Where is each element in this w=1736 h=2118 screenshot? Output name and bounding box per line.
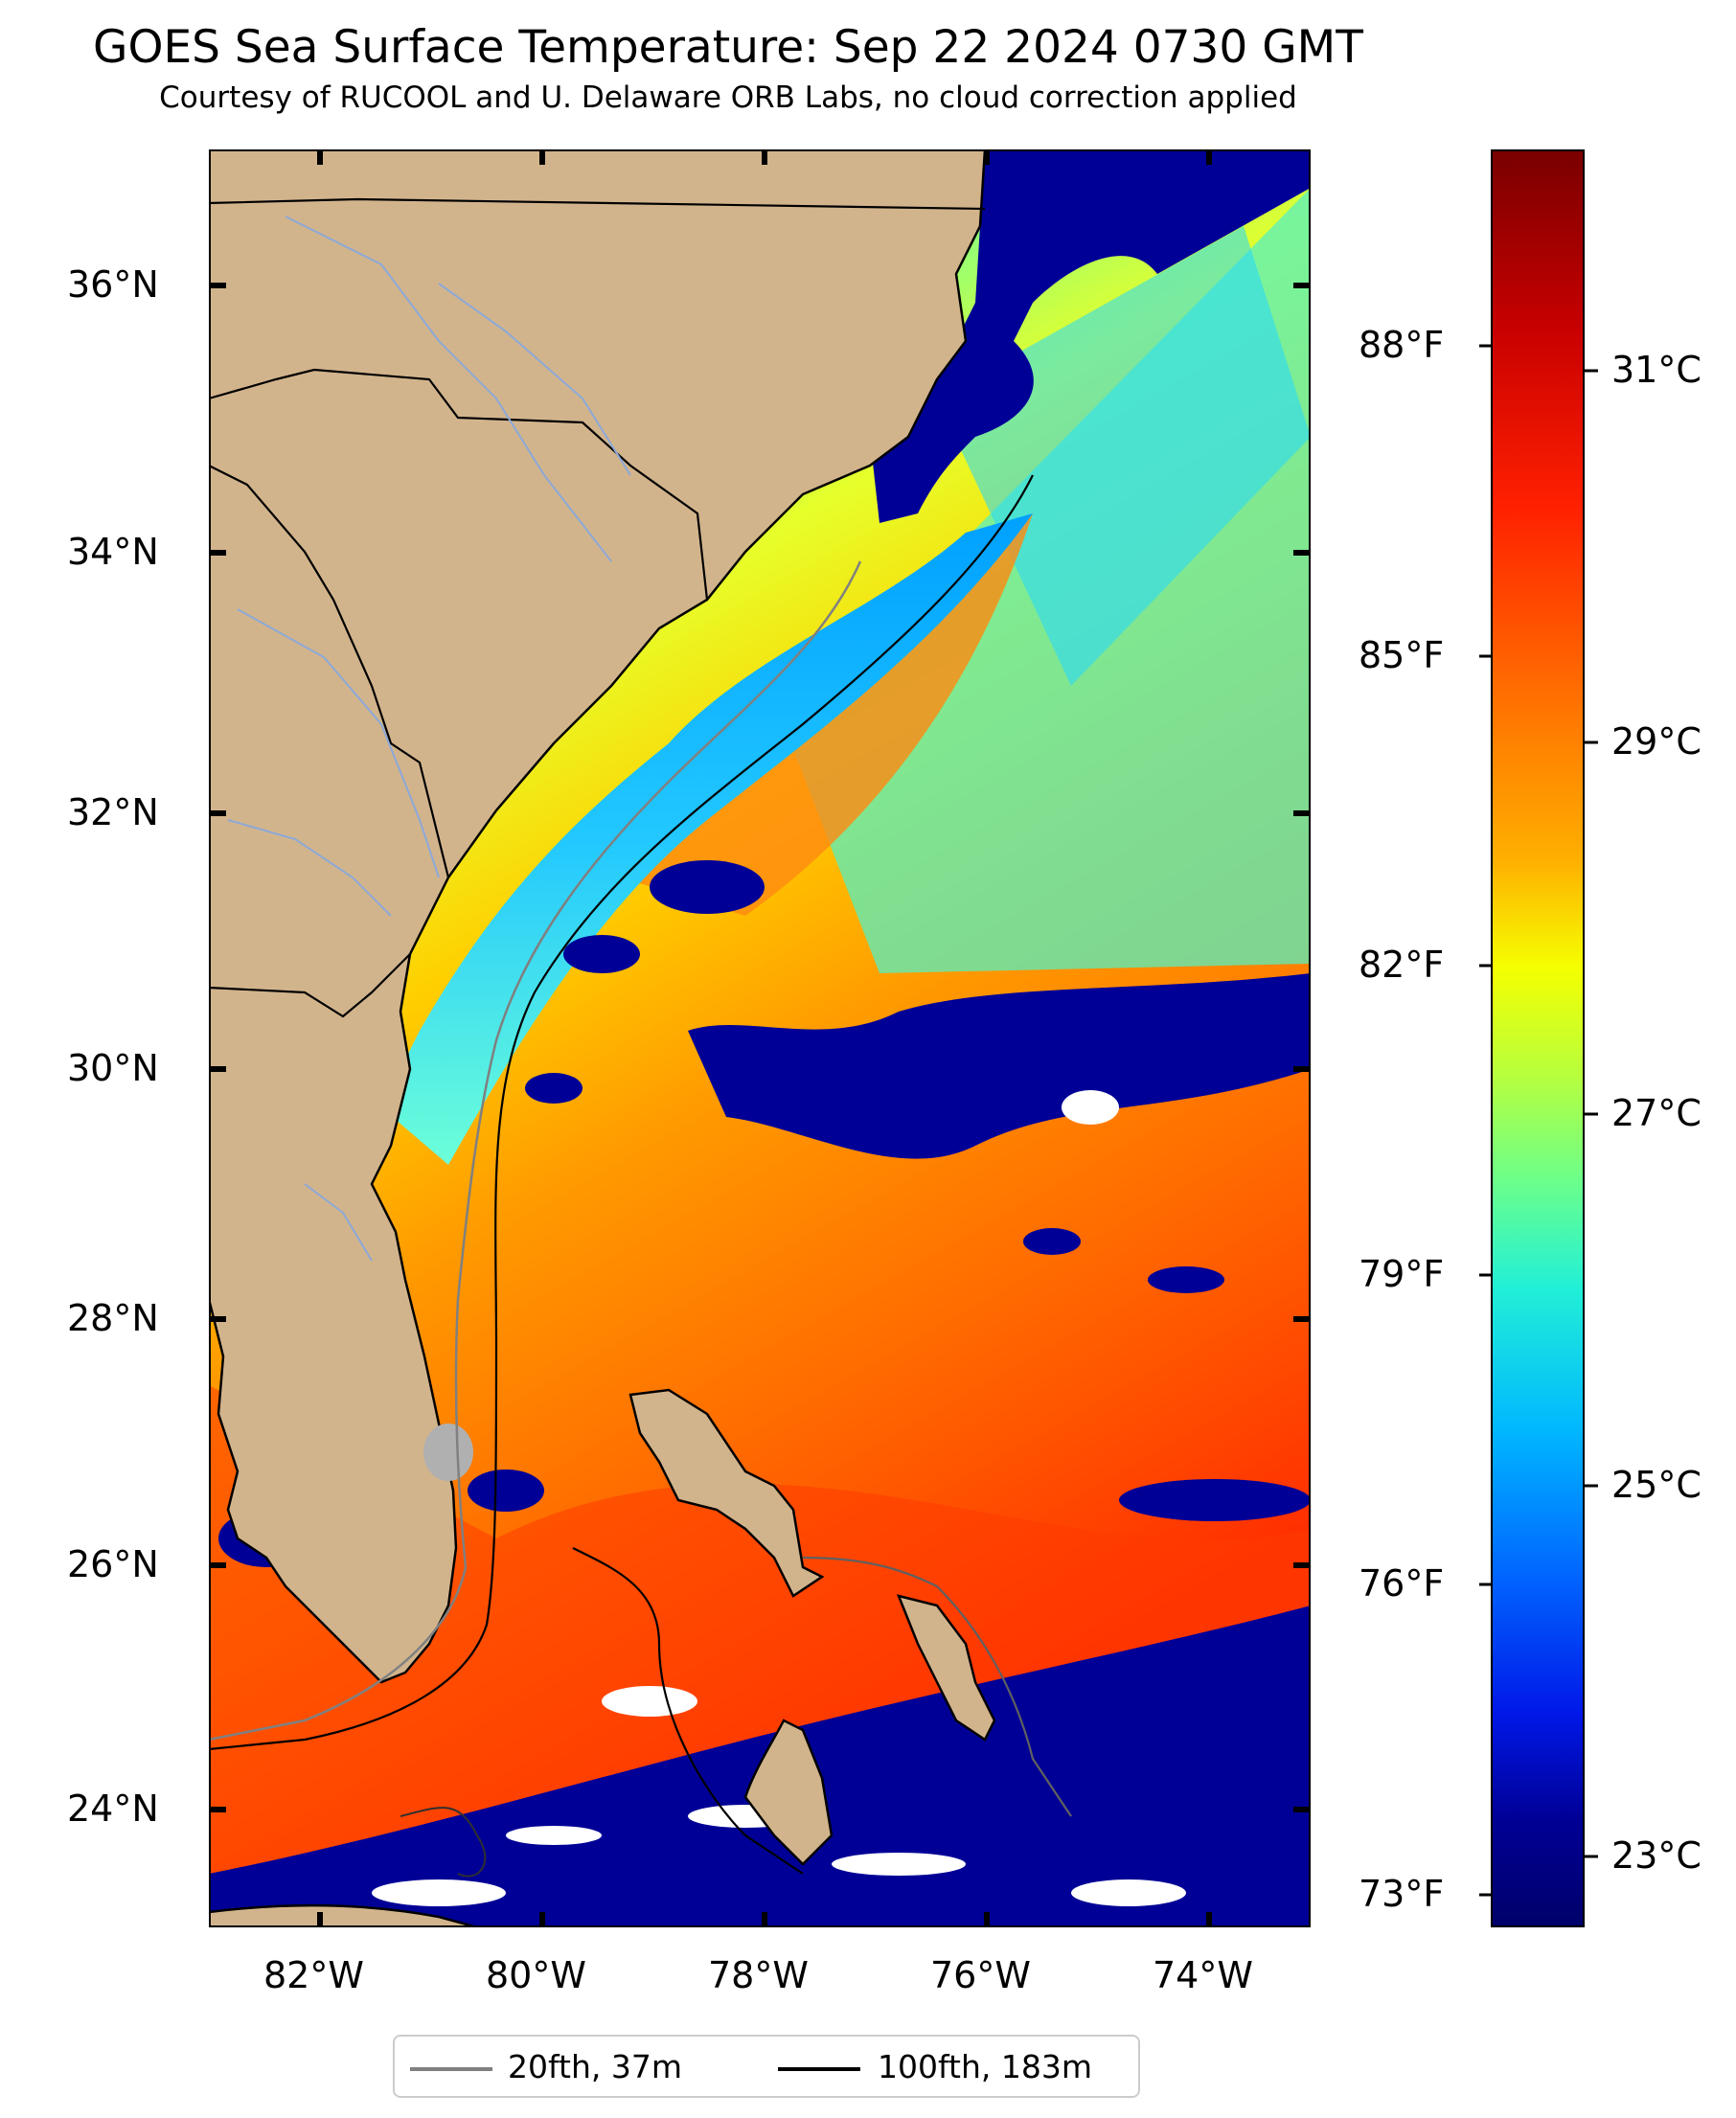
map-subtitle: Courtesy of RUCOOL and U. Delaware ORB L… [159,80,1297,115]
colorbar-f-85: 85°F [1359,634,1445,676]
isobath-100fth [209,474,1034,1751]
colorbar-f-73: 73°F [1359,1873,1445,1915]
legend-swatch-20fth [410,2067,492,2071]
lat-label-30n: 30°N [67,1047,159,1089]
colorbar-f-88: 88°F [1359,324,1445,366]
lat-label-24n: 24°N [67,1788,159,1830]
state-borders [209,197,986,1018]
map-title: GOES Sea Surface Temperature: Sep 22 202… [93,21,1363,74]
colorbar-f-ticks [1479,344,1493,1897]
legend-label-100fth: 100fth, 183m [878,2048,1092,2085]
colorbar-c-23: 23°C [1611,1834,1702,1877]
colorbar-c-ticks [1585,369,1598,1858]
lat-label-32n: 32°N [67,791,159,833]
land-masses [209,149,996,1927]
lat-label-34n: 34°N [67,531,159,573]
lon-label-76w: 76°W [930,1954,1031,1996]
lake-okeechobee [423,1423,473,1481]
lon-label-74w: 74°W [1153,1954,1253,1996]
isobath-legend: 20fth, 37m 100fth, 183m [393,2035,1140,2098]
colorbar-f-82: 82°F [1359,944,1445,986]
isobath-20fth [209,560,862,1742]
colorbar-c-31: 31°C [1611,349,1702,391]
colorbar-f-79: 79°F [1359,1253,1445,1295]
legend-swatch-100fth [778,2067,860,2071]
lat-label-36n: 36°N [67,263,159,306]
colorbar [1491,149,1585,1927]
map-frame [209,149,1311,1927]
shelf-cool-water [381,513,1033,1165]
colorbar-c-27: 27°C [1611,1092,1702,1134]
lon-label-78w: 78°W [708,1954,809,1996]
legend-label-20fth: 20fth, 37m [508,2048,682,2085]
no-data-streaks [372,1090,1186,1906]
colorbar-c-25: 25°C [1611,1464,1702,1506]
lat-label-28n: 28°N [67,1297,159,1339]
rivers [227,216,631,1262]
colorbar-f-76: 76°F [1359,1562,1445,1605]
sst-map-canvas [209,149,1311,1927]
axis-ticks [209,149,1311,1927]
lon-label-82w: 82°W [263,1954,364,1996]
lat-label-26n: 26°N [67,1543,159,1585]
sst-map [209,149,1311,1927]
lon-label-80w: 80°W [486,1954,586,1996]
colorbar-c-29: 29°C [1611,720,1702,763]
